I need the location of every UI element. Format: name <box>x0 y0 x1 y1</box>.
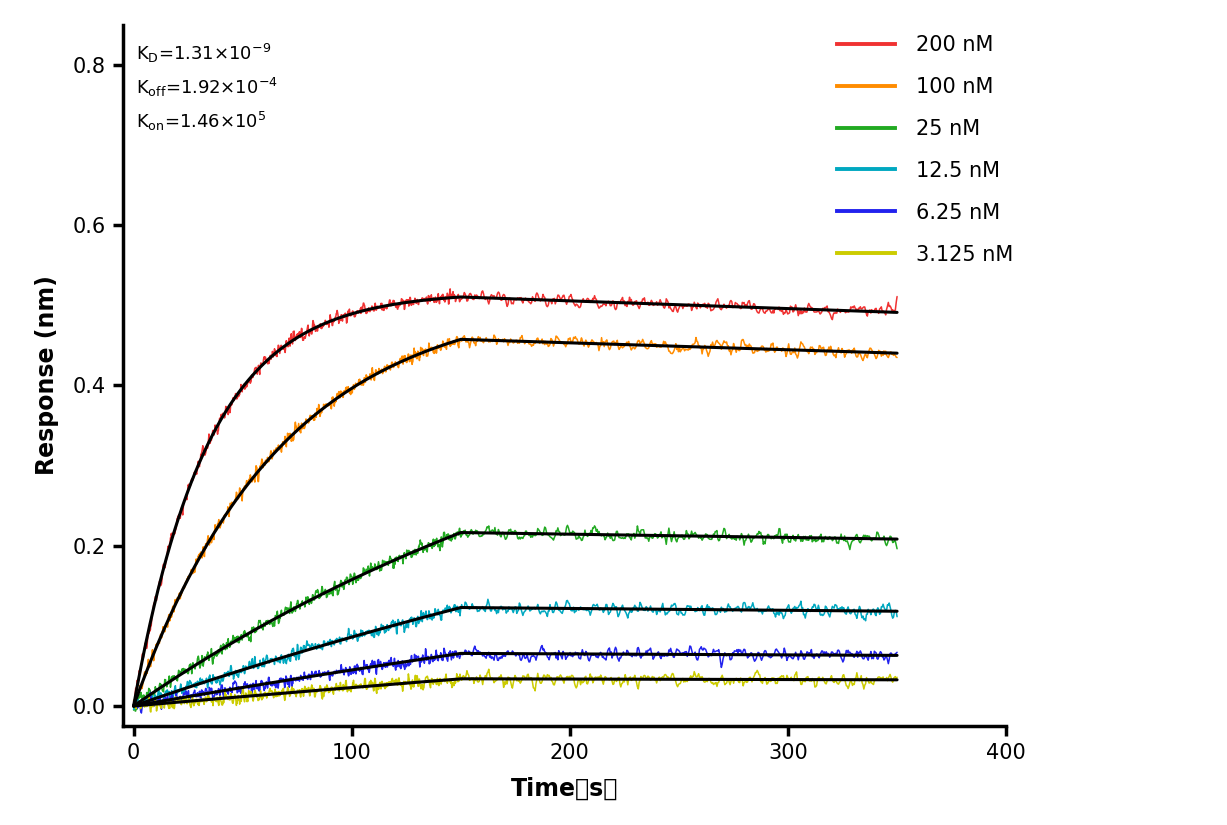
Text: K$_\mathregular{D}$=1.31×10$^{-9}$
K$_\mathregular{off}$=1.92×10$^{-4}$
K$_\math: K$_\mathregular{D}$=1.31×10$^{-9}$ K$_\m… <box>136 42 277 134</box>
Legend: 200 nM, 100 nM, 25 nM, 12.5 nM, 6.25 nM, 3.125 nM: 200 nM, 100 nM, 25 nM, 12.5 nM, 6.25 nM,… <box>837 35 1014 265</box>
X-axis label: Time（s）: Time（s） <box>510 776 618 800</box>
Y-axis label: Response (nm): Response (nm) <box>34 276 59 475</box>
